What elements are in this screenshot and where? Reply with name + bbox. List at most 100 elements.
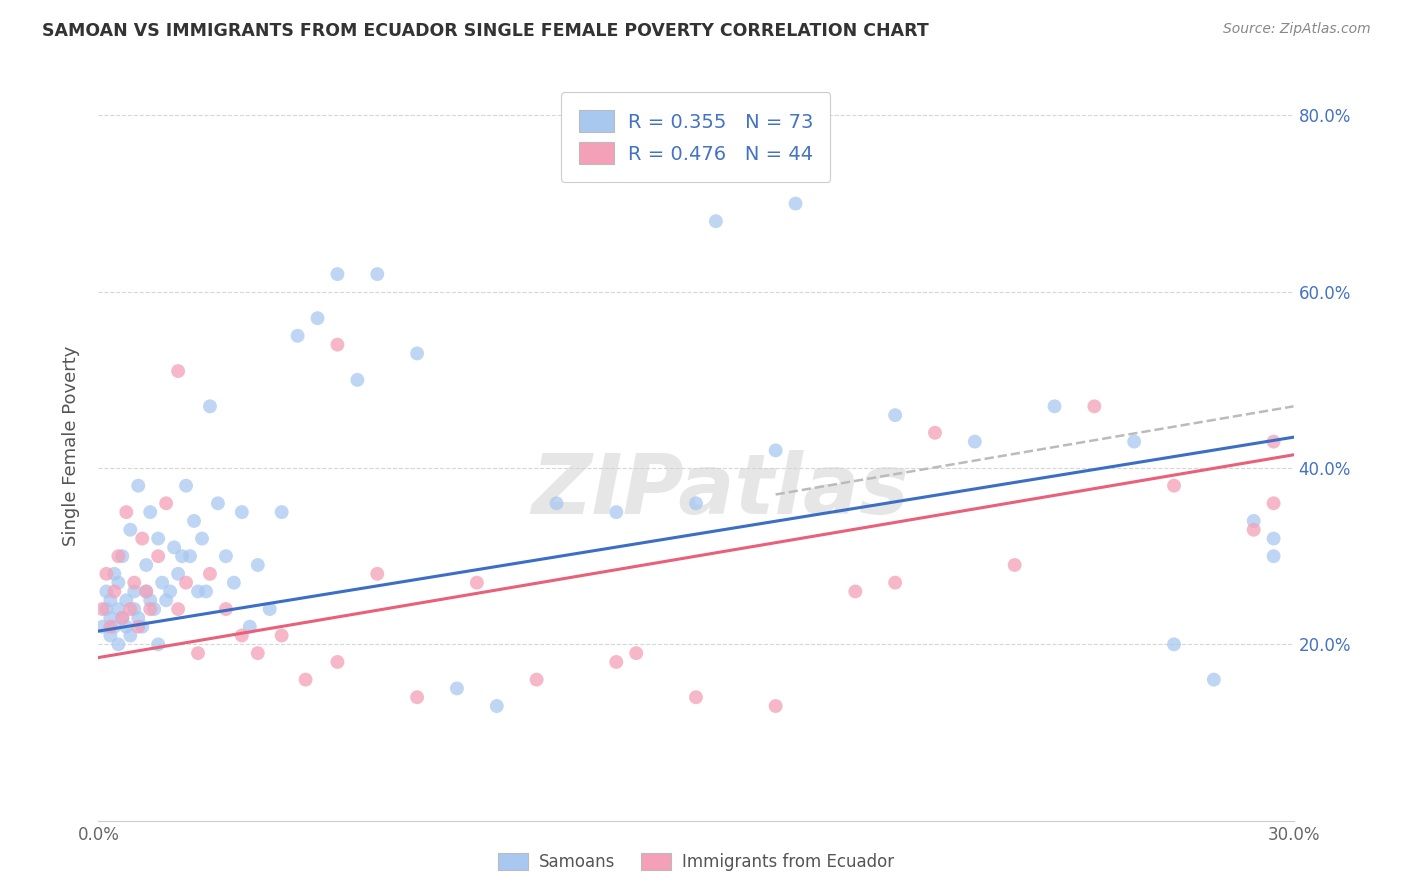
Point (167, 602, 190, 616)
Point (465, 575, 488, 590)
Point (765, 699, 787, 714)
Point (765, 443, 787, 458)
Point (326, 337, 349, 351)
Point (127, 611, 149, 625)
Point (195, 584, 218, 599)
Point (139, 602, 162, 616)
Point (120, 523, 142, 537)
Y-axis label: Single Female Poverty: Single Female Poverty (62, 346, 80, 546)
Point (120, 602, 142, 616)
Point (239, 620, 262, 634)
Point (139, 505, 162, 519)
Point (259, 602, 281, 616)
Point (685, 690, 707, 705)
Point (155, 593, 177, 607)
Point (1202, 673, 1225, 687)
Point (1163, 637, 1185, 651)
Point (884, 575, 907, 590)
Point (1163, 478, 1185, 492)
Point (307, 311, 329, 326)
Point (135, 558, 157, 572)
Point (167, 566, 190, 581)
Point (167, 364, 190, 378)
Point (1243, 514, 1265, 528)
Point (1263, 532, 1285, 546)
Point (546, 496, 568, 510)
Point (704, 214, 727, 228)
Point (207, 496, 229, 510)
Point (366, 566, 388, 581)
Text: SAMOAN VS IMMIGRANTS FROM ECUADOR SINGLE FEMALE POVERTY CORRELATION CHART: SAMOAN VS IMMIGRANTS FROM ECUADOR SINGLE… (42, 22, 929, 40)
Point (172, 549, 194, 564)
Point (103, 566, 125, 581)
Point (1243, 523, 1265, 537)
Point (98, 620, 122, 634)
Point (1004, 558, 1026, 572)
Point (270, 628, 292, 642)
Point (1263, 549, 1285, 564)
Point (1263, 496, 1285, 510)
Point (163, 541, 186, 555)
Point (148, 637, 170, 651)
Point (115, 620, 138, 634)
Point (785, 196, 807, 211)
Point (179, 549, 201, 564)
Point (215, 549, 238, 564)
Point (366, 267, 388, 281)
Point (222, 575, 245, 590)
Point (115, 593, 138, 607)
Point (605, 655, 627, 669)
Point (1123, 434, 1146, 449)
Point (346, 373, 368, 387)
Point (139, 593, 162, 607)
Point (1263, 434, 1285, 449)
Point (685, 496, 707, 510)
Point (135, 584, 157, 599)
Point (107, 637, 129, 651)
Point (107, 575, 129, 590)
Point (143, 602, 166, 616)
Point (485, 699, 508, 714)
Point (115, 505, 138, 519)
Point (270, 505, 292, 519)
Point (107, 549, 129, 564)
Point (96, 566, 118, 581)
Point (150, 575, 173, 590)
Point (135, 584, 157, 599)
Point (127, 478, 149, 492)
Point (148, 532, 170, 546)
Point (326, 655, 349, 669)
Point (844, 584, 866, 599)
Point (605, 505, 627, 519)
Point (924, 425, 946, 440)
Point (884, 408, 907, 422)
Point (96, 602, 118, 616)
Point (98, 593, 122, 607)
Point (294, 673, 316, 687)
Point (963, 434, 986, 449)
Point (231, 505, 253, 519)
Point (526, 673, 548, 687)
Text: ZIPatlas: ZIPatlas (531, 450, 908, 532)
Point (131, 532, 153, 546)
Point (159, 584, 181, 599)
Point (1043, 400, 1066, 414)
Point (155, 496, 177, 510)
Point (103, 620, 125, 634)
Point (626, 646, 648, 660)
Point (111, 549, 134, 564)
Point (406, 690, 429, 705)
Point (183, 514, 205, 528)
Point (231, 628, 253, 642)
Legend: Samoans, Immigrants from Ecuador: Samoans, Immigrants from Ecuador (489, 845, 903, 880)
Point (124, 602, 146, 616)
Point (124, 584, 146, 599)
Point (131, 620, 153, 634)
Point (246, 558, 269, 572)
Point (198, 566, 221, 581)
Point (148, 549, 170, 564)
Point (111, 611, 134, 625)
Point (107, 602, 129, 616)
Point (187, 584, 209, 599)
Point (91, 602, 114, 616)
